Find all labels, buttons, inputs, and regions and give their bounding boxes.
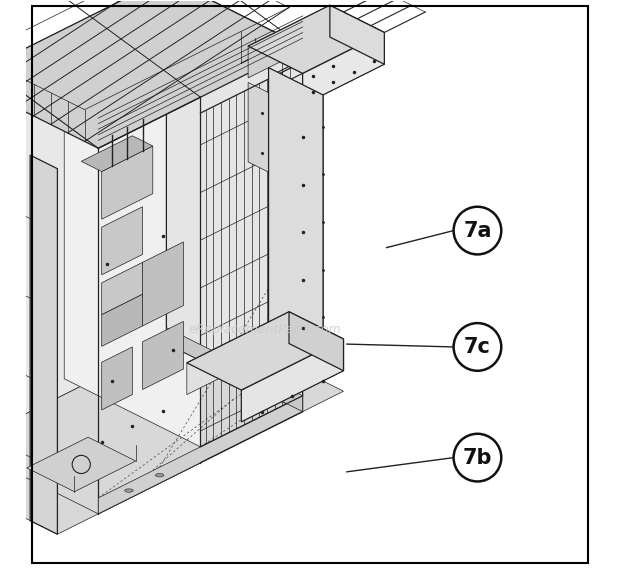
Polygon shape: [330, 5, 384, 64]
Polygon shape: [289, 312, 343, 371]
Text: 7b: 7b: [463, 448, 492, 468]
Polygon shape: [0, 0, 303, 149]
Text: 7a: 7a: [463, 221, 492, 241]
Polygon shape: [143, 321, 184, 390]
Polygon shape: [248, 5, 384, 73]
Polygon shape: [248, 83, 289, 182]
Circle shape: [454, 434, 502, 481]
Polygon shape: [102, 347, 132, 410]
Ellipse shape: [125, 489, 133, 492]
Polygon shape: [102, 294, 143, 347]
Polygon shape: [0, 0, 166, 446]
Polygon shape: [30, 155, 58, 534]
Polygon shape: [166, 0, 303, 411]
Polygon shape: [64, 45, 200, 447]
Circle shape: [454, 207, 502, 254]
Polygon shape: [102, 146, 153, 219]
Polygon shape: [303, 32, 384, 105]
Polygon shape: [143, 242, 184, 326]
Polygon shape: [187, 312, 343, 390]
Polygon shape: [0, 344, 303, 514]
Polygon shape: [303, 95, 323, 360]
Polygon shape: [27, 437, 136, 492]
Polygon shape: [102, 207, 143, 275]
Polygon shape: [268, 68, 323, 349]
Polygon shape: [187, 312, 289, 395]
Text: 7c: 7c: [464, 337, 491, 357]
Circle shape: [454, 323, 502, 371]
Polygon shape: [241, 339, 343, 422]
Polygon shape: [166, 328, 303, 411]
Polygon shape: [99, 396, 303, 514]
Text: eReplacementParts.com: eReplacementParts.com: [188, 323, 341, 336]
Polygon shape: [248, 5, 330, 78]
Polygon shape: [0, 303, 343, 534]
Polygon shape: [102, 262, 143, 315]
Polygon shape: [81, 136, 153, 171]
Ellipse shape: [156, 473, 164, 477]
